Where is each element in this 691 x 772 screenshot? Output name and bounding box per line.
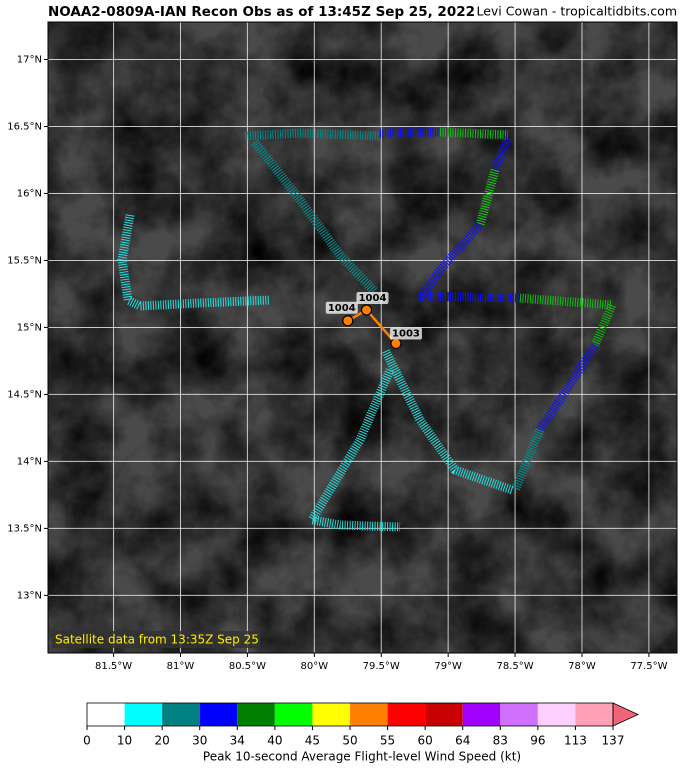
colorbar-extend bbox=[612, 702, 639, 727]
x-tick-label: 78.5°W bbox=[496, 661, 533, 672]
colorbar-segment bbox=[462, 703, 501, 726]
colorbar-segment bbox=[199, 703, 238, 726]
y-tick-label: 15.5°N bbox=[7, 255, 42, 266]
colorbar-segment bbox=[274, 703, 313, 726]
x-tick-label: 79°W bbox=[434, 661, 462, 672]
track-leg bbox=[475, 168, 500, 227]
track-leg bbox=[490, 136, 513, 172]
colorbar-tick-label: 113 bbox=[564, 734, 587, 748]
y-tick-label: 14.5°N bbox=[7, 389, 42, 400]
colorbar-tick-label: 30 bbox=[192, 734, 207, 748]
credit: Levi Cowan - tropicaltidbits.com bbox=[476, 4, 677, 19]
colorbar-tick-label: 50 bbox=[342, 734, 357, 748]
y-tick-label: 15°N bbox=[17, 322, 42, 333]
y-tick-label: 16°N bbox=[17, 188, 42, 199]
colorbar: 0 10 20 30 34 40 45 50 55 60 64 83 96 113 137 bbox=[83, 702, 639, 748]
satellite-clouds bbox=[48, 22, 677, 653]
track-leg bbox=[419, 291, 521, 303]
colorbar-tick-label: 40 bbox=[267, 734, 282, 748]
track-leg bbox=[416, 222, 484, 303]
colorbar-segment bbox=[87, 703, 125, 726]
x-tick-label: 81.5°W bbox=[95, 661, 132, 672]
fix-label-box bbox=[356, 292, 389, 305]
fix-label-box bbox=[389, 327, 422, 340]
x-tick-label: 79.5°W bbox=[363, 661, 400, 672]
track-leg bbox=[510, 428, 545, 492]
colorbar-tick-label: 45 bbox=[305, 734, 320, 748]
y-tick-label: 13.5°N bbox=[7, 523, 42, 534]
x-tick-label: 77.5°W bbox=[630, 661, 667, 672]
y-tick-label: 14°N bbox=[17, 456, 42, 467]
colorbar-tick-label: 55 bbox=[380, 734, 395, 748]
fix-label: 1003 bbox=[392, 329, 420, 340]
fix-point bbox=[360, 304, 373, 316]
colorbar-tick-label: 83 bbox=[493, 734, 508, 748]
x-tick-label: 81°W bbox=[167, 661, 195, 672]
colorbar-segment bbox=[124, 703, 163, 726]
colorbar-segment bbox=[312, 703, 350, 726]
flight-track bbox=[117, 127, 617, 532]
x-tick-label: 80°W bbox=[301, 661, 329, 672]
colorbar-segment bbox=[537, 703, 576, 726]
colorbar-segment bbox=[162, 703, 200, 726]
colorbar-tick-label: 60 bbox=[418, 734, 433, 748]
y-tick-label: 16.5°N bbox=[7, 121, 42, 132]
track-leg bbox=[117, 214, 271, 311]
track-leg bbox=[244, 128, 381, 141]
track-leg bbox=[536, 342, 599, 433]
y-tick-label: 17°N bbox=[17, 55, 42, 66]
satellite-note: Satellite data from 13:35Z Sep 25 bbox=[55, 633, 259, 647]
track-leg bbox=[379, 127, 441, 138]
colorbar-tick-label: 0 bbox=[83, 734, 91, 748]
colorbar-tick-label: 10 bbox=[117, 734, 132, 748]
y-tick-label: 13°N bbox=[17, 590, 42, 601]
fix-label: 1004 bbox=[359, 293, 387, 304]
colorbar-segment bbox=[500, 703, 538, 726]
colorbar-segment bbox=[350, 703, 388, 726]
colorbar-segment bbox=[237, 703, 275, 726]
title: NOAA2-0809A-IAN Recon Obs as of 13:45Z S… bbox=[48, 4, 475, 20]
colorbar-tick-label: 96 bbox=[530, 734, 545, 748]
colorbar-segment bbox=[425, 703, 463, 726]
plot-frame bbox=[47, 21, 678, 654]
colorbar-tick-label: 34 bbox=[230, 734, 245, 748]
fix-point bbox=[342, 315, 354, 327]
colorbar-label: Peak 10-second Average Flight-level Wind… bbox=[203, 750, 521, 764]
x-tick-label: 80.5°W bbox=[229, 661, 266, 672]
fix-label: 1004 bbox=[328, 303, 356, 314]
colorbar-segment bbox=[387, 703, 426, 726]
colorbar-tick-label: 20 bbox=[155, 734, 170, 748]
colorbar-segment bbox=[575, 703, 613, 726]
colorbar-tick-label: 137 bbox=[602, 734, 625, 748]
track-leg bbox=[519, 293, 617, 347]
note-box bbox=[52, 631, 260, 648]
track-leg bbox=[307, 368, 401, 532]
x-tick-label: 78°W bbox=[568, 661, 596, 672]
fix-point bbox=[390, 337, 402, 350]
colorbar-tick-label: 64 bbox=[455, 734, 470, 748]
track-leg bbox=[380, 347, 514, 495]
fix-label-box bbox=[325, 301, 358, 314]
